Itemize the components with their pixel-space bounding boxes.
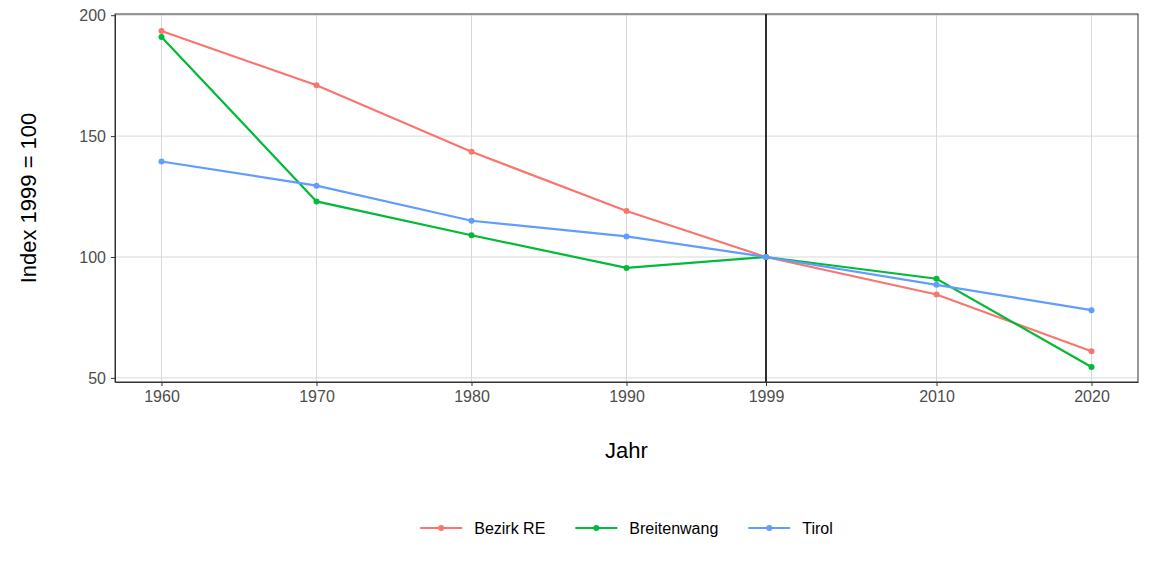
grid-line-x xyxy=(936,14,937,382)
grid-line-x xyxy=(766,14,767,382)
series-point xyxy=(763,254,769,260)
series-point xyxy=(1089,307,1095,313)
x-tick-mark xyxy=(1092,382,1093,386)
series-point xyxy=(469,149,475,155)
grid-line-x xyxy=(161,14,162,382)
y-tick-label: 200 xyxy=(79,7,106,24)
legend: Bezirk RE Breitenwang Tirol xyxy=(420,520,833,537)
series-line xyxy=(162,161,1092,310)
x-tick-mark xyxy=(317,382,318,386)
plot-area xyxy=(159,14,1095,382)
y-axis-title: Index 1999 = 100 xyxy=(16,113,41,284)
x-tick: 1990 xyxy=(609,382,645,405)
grid-line-x xyxy=(626,14,627,382)
y-tick-mark xyxy=(111,257,115,258)
legend-item: Tirol xyxy=(748,520,833,537)
series-point xyxy=(1089,348,1095,354)
y-tick-mark xyxy=(111,15,115,16)
reference-line xyxy=(765,14,767,382)
series-point xyxy=(159,34,165,40)
grid xyxy=(115,14,1138,382)
series-point xyxy=(934,282,940,288)
series-line xyxy=(162,31,1092,351)
plot-background xyxy=(115,14,1138,382)
series-point xyxy=(159,158,165,164)
x-tick-label: 1999 xyxy=(749,388,785,405)
x-tick: 1999 xyxy=(749,382,785,405)
x-axis: 1960 1970 1980 1990 1999 2010 2020 xyxy=(116,382,1139,405)
y-tick-label: 50 xyxy=(88,370,106,387)
x-tick-label: 1990 xyxy=(609,388,645,405)
series-point xyxy=(624,208,630,214)
legend-key-point xyxy=(593,525,599,531)
x-tick: 2010 xyxy=(919,382,955,405)
grid-line-x xyxy=(1091,14,1092,382)
legend-key-point xyxy=(766,525,772,531)
grid-line-x xyxy=(471,14,472,382)
series-point xyxy=(314,82,320,88)
y-tick: 100 xyxy=(79,249,115,266)
y-tick: 200 xyxy=(79,7,115,24)
series-point xyxy=(624,233,630,239)
y-axis: 50 100 150 200 xyxy=(79,7,115,387)
y-tick-mark xyxy=(111,378,115,379)
legend-label: Breitenwang xyxy=(629,520,718,537)
x-tick: 2020 xyxy=(1074,382,1110,405)
series-point xyxy=(469,232,475,238)
x-tick-label: 2010 xyxy=(919,388,955,405)
series-point xyxy=(314,183,320,189)
x-tick-label: 1970 xyxy=(299,388,335,405)
x-tick-label: 1980 xyxy=(454,388,490,405)
series-point xyxy=(934,291,940,297)
y-tick: 50 xyxy=(88,370,115,387)
series-point xyxy=(314,198,320,204)
x-tick: 1980 xyxy=(454,382,490,405)
series-line xyxy=(162,37,1092,367)
legend-label: Bezirk RE xyxy=(474,520,545,537)
plot-frame xyxy=(115,14,1138,382)
x-tick: 1960 xyxy=(144,382,180,405)
x-tick-label: 2020 xyxy=(1074,388,1110,405)
chart: 1960 1970 1980 1990 1999 2010 2020 50 100 150 200 J… xyxy=(0,0,1152,576)
series-point xyxy=(763,254,769,260)
grid-line-x xyxy=(316,14,317,382)
series-point xyxy=(763,254,769,260)
legend-label: Tirol xyxy=(802,520,833,537)
x-tick-mark xyxy=(627,382,628,386)
x-axis-title: Jahr xyxy=(605,438,648,463)
y-tick-label: 100 xyxy=(79,249,106,266)
series-point xyxy=(934,276,940,282)
y-tick-label: 150 xyxy=(79,128,106,145)
x-tick-mark xyxy=(162,382,163,386)
series-point xyxy=(159,28,165,34)
series-point xyxy=(469,218,475,224)
x-tick-mark xyxy=(472,382,473,386)
x-tick: 1970 xyxy=(299,382,335,405)
legend-item: Bezirk RE xyxy=(420,520,545,537)
y-tick: 150 xyxy=(79,128,115,145)
series-point xyxy=(624,265,630,271)
y-tick-mark xyxy=(111,136,115,137)
x-tick-mark xyxy=(766,382,767,386)
series-point xyxy=(1089,364,1095,370)
x-tick-mark xyxy=(937,382,938,386)
legend-key-point xyxy=(438,525,444,531)
legend-item: Breitenwang xyxy=(575,520,718,537)
x-tick-label: 1960 xyxy=(144,388,180,405)
